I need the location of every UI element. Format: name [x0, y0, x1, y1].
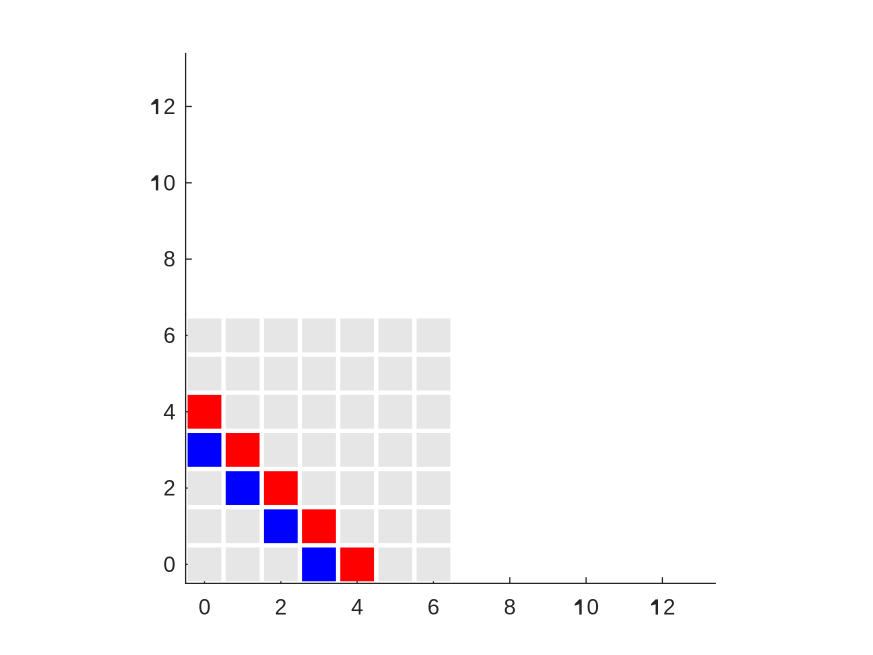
svg-text:2: 2	[663, 595, 675, 620]
svg-text:0: 0	[163, 170, 175, 195]
svg-text:2: 2	[163, 94, 175, 119]
svg-text:0: 0	[587, 595, 599, 620]
svg-text:4: 4	[351, 595, 363, 620]
svg-text:8: 8	[163, 247, 175, 272]
svg-text:4: 4	[163, 399, 175, 424]
svg-text:6: 6	[427, 595, 439, 620]
svg-text:0: 0	[198, 595, 210, 620]
svg-text:0: 0	[163, 552, 175, 577]
svg-text:8: 8	[504, 595, 516, 620]
svg-text:2: 2	[275, 595, 287, 620]
svg-text:6: 6	[163, 323, 175, 348]
svg-text:2: 2	[163, 476, 175, 501]
